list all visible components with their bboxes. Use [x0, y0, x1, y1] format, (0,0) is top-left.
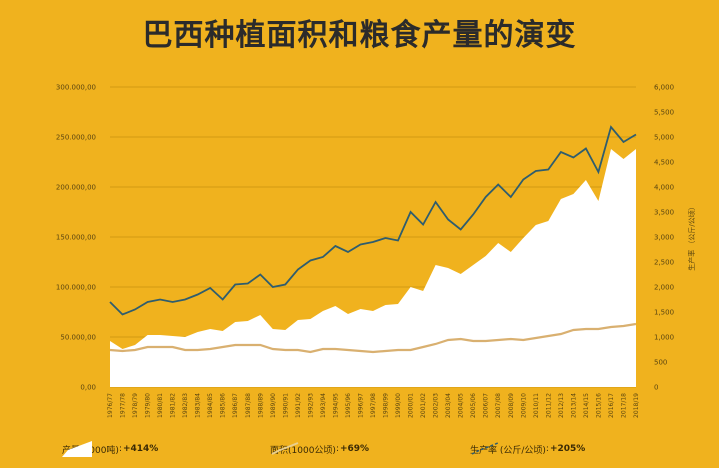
x-tick-label: 2005/06	[470, 393, 477, 418]
x-tick-label: 2008/09	[508, 393, 515, 418]
y-right-tick-label: 4,000	[654, 184, 674, 192]
x-tick-label: 1983/84	[195, 393, 202, 418]
y-right-tick-label: 2,000	[654, 284, 674, 292]
legend-swatch-yield	[471, 442, 499, 455]
y-right-tick-label: 4,500	[654, 159, 674, 167]
legend-change-production: +414%	[122, 444, 159, 454]
x-tick-label: 2013/14	[570, 393, 577, 418]
x-tick-label: 1987/88	[245, 393, 252, 418]
chart-title: 巴西种植面积和粮食产量的演变	[142, 18, 577, 53]
x-tick-label: 2000/01	[408, 393, 415, 418]
x-tick-label: 1996/97	[358, 393, 365, 418]
x-tick-label: 1985/86	[220, 393, 227, 418]
y-left-tick-label: 200.000,00	[56, 184, 96, 192]
series-production-area	[110, 149, 636, 387]
legend-change-area: +69%	[339, 444, 370, 454]
y-right-tick-label: 3,500	[654, 209, 674, 217]
x-tick-label: 2009/10	[520, 393, 527, 418]
x-tick-label: 1995/96	[345, 393, 352, 418]
x-tick-label: 1994/95	[332, 393, 339, 418]
y-right-tick-label: 2,500	[654, 259, 674, 267]
x-tick-label: 1984/85	[207, 393, 214, 418]
y-right-tick-label: 1,000	[654, 334, 674, 342]
x-tick-label: 1979/80	[145, 393, 152, 418]
y-left-tick-label: 50.000,00	[60, 334, 96, 342]
x-tick-label: 2018/19	[633, 393, 640, 418]
y-right-axis-label: 生产率 （公斤/公顷）	[687, 203, 696, 271]
legend-item-production: 产量(1000吨) :+414%	[62, 441, 158, 457]
y-right-tick-label: 1,500	[654, 309, 674, 317]
y-right-tick-label: 6,000	[654, 84, 674, 92]
x-tick-label: 2012/13	[558, 393, 565, 418]
y-right-tick-label: 0	[654, 384, 658, 392]
x-tick-label: 1992/93	[307, 393, 314, 418]
legend-item-yield: 生产率 (公斤/公顷) : +205%	[470, 441, 585, 457]
x-tick-label: 1999/00	[395, 393, 402, 418]
y-left-tick-label: 300.000,00	[56, 84, 96, 92]
x-tick-label: 2010/11	[533, 393, 540, 418]
y-right-tick-label: 5,000	[654, 134, 674, 142]
x-tick-label: 1991/92	[295, 393, 302, 418]
series-yield-line	[109, 125, 637, 316]
y-right-tick-label: 500	[654, 359, 667, 367]
x-tick-label: 2004/05	[458, 393, 465, 418]
x-tick-label: 1977/78	[120, 393, 127, 418]
legend-swatch-production	[62, 441, 92, 457]
x-tick-label: 2011/12	[545, 393, 552, 418]
x-tick-label: 1980/81	[157, 393, 164, 418]
legend-change-yield: +205%	[549, 444, 586, 454]
x-tick-label: 1993/94	[320, 393, 327, 418]
y-left-tick-label: 100.000,00	[56, 284, 96, 292]
x-tick-label: 1990/91	[282, 393, 289, 418]
legend-label-yield: 生产率 (公斤/公顷)	[470, 445, 546, 456]
y-left-tick-label: 150.000,00	[56, 234, 96, 242]
series-planted-area-line	[109, 322, 637, 354]
x-tick-label: 2016/17	[608, 393, 615, 418]
y-left-tick-label: 250.000,00	[56, 134, 96, 142]
x-tick-label: 2014/15	[583, 393, 590, 418]
x-tick-label: 2006/07	[483, 393, 490, 418]
y-right-tick-label: 3,000	[654, 234, 674, 242]
x-tick-label: 1997/98	[370, 393, 377, 418]
x-tick-label: 2017/18	[621, 393, 628, 418]
x-tick-label: 2001/02	[420, 393, 427, 418]
legend-item-area: 面积(1000公顷) : +69%	[270, 441, 369, 457]
x-tick-label: 2003/04	[445, 393, 452, 418]
x-tick-label: 2007/08	[495, 393, 502, 418]
legend-swatch-area	[271, 442, 299, 455]
x-tick-label: 1978/79	[132, 393, 139, 418]
x-tick-label: 1986/87	[232, 393, 239, 418]
y-left-tick-label: 0,00	[80, 384, 96, 392]
x-tick-label: 1976/77	[107, 393, 114, 418]
y-right-tick-label: 5,500	[654, 109, 674, 117]
x-tick-label: 1988/89	[257, 393, 264, 418]
x-tick-label: 2002/03	[433, 393, 440, 418]
x-tick-label: 1998/99	[383, 393, 390, 418]
legend-label-area: 面积(1000公顷)	[270, 445, 336, 456]
x-tick-label: 2015/16	[595, 393, 602, 418]
x-tick-label: 1989/90	[270, 393, 277, 418]
x-tick-label: 1982/83	[182, 393, 189, 418]
x-tick-label: 1981/82	[170, 393, 177, 418]
